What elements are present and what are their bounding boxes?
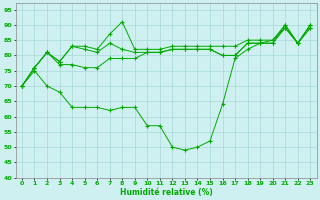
X-axis label: Humidité relative (%): Humidité relative (%)	[120, 188, 212, 197]
